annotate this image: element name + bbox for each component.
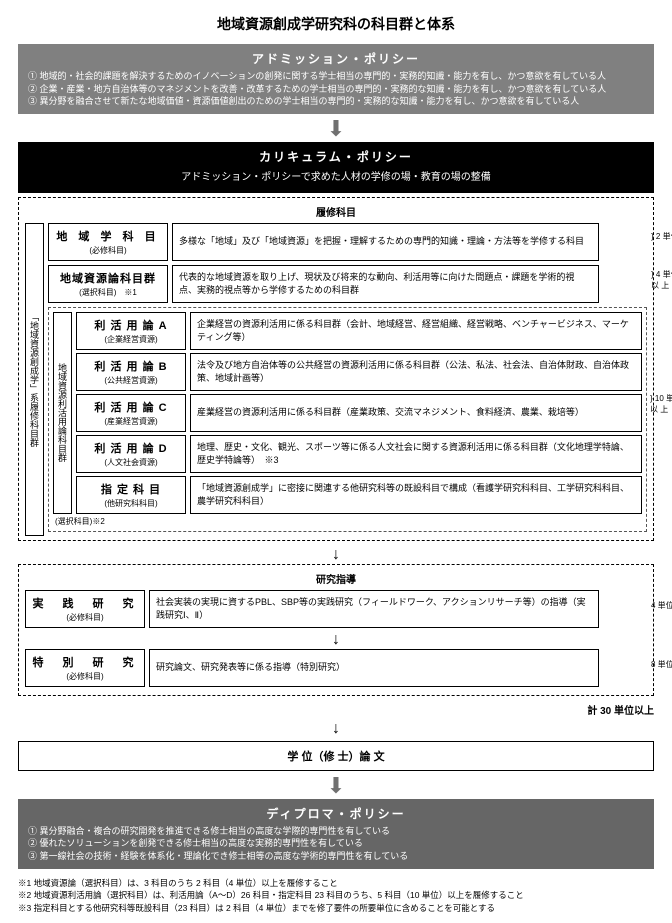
research-row: 特 別 研 究 (必修科目) 研究論文、研究発表等に係る指導（特別研究） 8 単…: [25, 649, 647, 687]
admission-item: ① 地域的・社会的課題を解決するためのイノベーションの創発に関する学士相当の専門…: [28, 70, 644, 83]
util-row: 利 活 用 論 B (公共経営資源) 法令及び地方自治体等の公共経営の資源利活用…: [76, 353, 642, 391]
curriculum-title: カリキュラム・ポリシー: [28, 148, 644, 165]
subject-name-box: 地域資源論科目群 (選択科目) ※1: [48, 265, 168, 303]
credit-label: } 4 単位 以 上: [651, 269, 672, 291]
diploma-title: ディプロマ・ポリシー: [28, 805, 644, 822]
subject-desc: 代表的な地域資源を取り上げ、現状及び将来的な動向、利活用等に向けた問題点・課題を…: [172, 265, 599, 303]
util-desc: 企業経営の資源利活用に係る科目群（会計、地域経営、経営組織、経営戦略、ベンチャー…: [190, 312, 642, 350]
research-desc: 社会実装の実現に資するPBL、SBP等の実践研究（フィールドワーク、アクションリ…: [149, 590, 599, 628]
subject-desc: 多様な「地域」及び「地域資源」を把握・理解するための専門的知識・理論・方法等を学…: [172, 223, 599, 261]
credit-label: 8 単位: [651, 659, 672, 670]
research-note: (必修科目): [32, 612, 138, 623]
subject-row: 地 域 学 科 目 (必修科目) 多様な「地域」及び「地域資源」を把握・理解する…: [48, 223, 647, 261]
subject-name: 地域資源論科目群: [55, 270, 161, 286]
util-name-box: 利 活 用 論 D (人文社会資源): [76, 435, 186, 473]
total-credits: 計 30 単位以上: [18, 702, 654, 717]
credit-label: } 2 単位: [651, 231, 672, 242]
util-row: 指 定 科 目 (他研究科科目) 「地域資源創成学」に密接に関連する他研究科等の…: [76, 476, 642, 514]
designated-name: 指 定 科 目: [83, 481, 179, 497]
research-name: 特 別 研 究: [32, 654, 138, 670]
subject-note: (選択科目) ※1: [55, 287, 161, 298]
footnote: ※1 地域資源論（選択科目）は、3 科目のうち 2 科目（4 単位）以上を履修す…: [18, 877, 654, 890]
coursework-label: 履修科目: [25, 204, 647, 219]
coursework-frame: 履修科目 「地域資源創成学」系履修科目群 地 域 学 科 目 (必修科目) 多様…: [18, 197, 654, 541]
credit-label-inner: } 10 単位 以 上: [650, 393, 672, 415]
research-note: (必修科目): [32, 671, 138, 682]
subject-row: 地域資源論科目群 (選択科目) ※1 代表的な地域資源を取り上げ、現状及び将来的…: [48, 265, 647, 303]
research-name: 実 践 研 究: [32, 595, 138, 611]
util-desc: 産業経営の資源利活用に係る科目群（産業政策、交流マネジメント、食料経済、農業、栽…: [190, 394, 642, 432]
util-note: (人文社会資源): [83, 457, 179, 468]
arrow-down-icon: ↓: [25, 632, 647, 648]
curriculum-policy-box: カリキュラム・ポリシー アドミッション・ポリシーで求めた人材の学修の場・教育の場…: [18, 142, 654, 193]
diploma-item: ① 異分野融合・複合の研究開発を推進できる修士相当の高度な学際的専門性を有してい…: [28, 825, 644, 838]
footnote: ※3 指定科目とする他研究科等既設科目（23 科目）は 2 科目（4 単位）まで…: [18, 902, 654, 915]
arrow-down-icon: ↓: [18, 547, 654, 563]
diploma-policy-box: ディプロマ・ポリシー ① 異分野融合・複合の研究開発を推進できる修士相当の高度な…: [18, 799, 654, 869]
util-name: 利 活 用 論 C: [83, 399, 179, 415]
outer-vertical-label: 「地域資源創成学」系履修科目群: [25, 223, 44, 536]
subject-name: 地 域 学 科 目: [55, 228, 161, 244]
diploma-item: ② 優れたソリューションを創発できる修士相当の高度な実務的専門性を有している: [28, 837, 644, 850]
util-row: 利 活 用 論 A (企業経営資源) 企業経営の資源利活用に係る科目群（会計、地…: [76, 312, 642, 350]
admission-item: ③ 異分野を融合させて新たな地域価値・資源価値創出のための学士相当の専門的・実務…: [28, 95, 644, 108]
util-name: 利 活 用 論 D: [83, 440, 179, 456]
thesis-box: 学 位（修 士）論 文: [18, 741, 654, 771]
research-row: 実 践 研 究 (必修科目) 社会実装の実現に資するPBL、SBP等の実践研究（…: [25, 590, 647, 628]
util-name: 利 活 用 論 A: [83, 317, 179, 333]
util-name-box: 利 活 用 論 A (企業経営資源): [76, 312, 186, 350]
diploma-item: ③ 第一線社会の技術・経験を体系化・理論化でき修士相等の高度な学術的専門性を有し…: [28, 850, 644, 863]
util-desc: 法令及び地方自治体等の公共経営の資源利活用に係る科目群（公法、私法、社会法、自治…: [190, 353, 642, 391]
credit-label: 4 単位: [651, 600, 672, 611]
util-desc: 地理、歴史・文化、観光、スポーツ等に係る人文社会に関する資源利活用に係る科目群（…: [190, 435, 642, 473]
research-label: 研究指導: [25, 571, 647, 586]
arrow-down-icon: ↓: [18, 721, 654, 737]
admission-policy-box: アドミッション・ポリシー ① 地域的・社会的課題を解決するためのイノベーションの…: [18, 44, 654, 114]
footnote: ※2 地域資源利活用論（選択科目）は、利活用論（A〜D）26 科目・指定科目 2…: [18, 889, 654, 902]
util-name: 利 活 用 論 B: [83, 358, 179, 374]
subject-name-box: 地 域 学 科 目 (必修科目): [48, 223, 168, 261]
util-name-box: 利 活 用 論 B (公共経営資源): [76, 353, 186, 391]
util-note: (産業経営資源): [83, 416, 179, 427]
util-name-box: 利 活 用 論 C (産業経営資源): [76, 394, 186, 432]
page-title: 地域資源創成学研究科の科目群と体系: [18, 14, 654, 34]
util-note: (公共経営資源): [83, 375, 179, 386]
util-row: 利 活 用 論 D (人文社会資源) 地理、歴史・文化、観光、スポーツ等に係る人…: [76, 435, 642, 473]
arrow-down-icon: ⬇: [18, 118, 654, 140]
curriculum-sub: アドミッション・ポリシーで求めた人材の学修の場・教育の場の整備: [28, 168, 644, 183]
designated-name-box: 指 定 科 目 (他研究科科目): [76, 476, 186, 514]
utilization-frame: 地域資源利活用論科目群 利 活 用 論 A (企業経営資源) 企業経営の資源利活…: [48, 307, 647, 532]
util-row: 利 活 用 論 C (産業経営資源) 産業経営の資源利活用に係る科目群（産業政策…: [76, 394, 642, 432]
admission-item: ② 企業・産業・地方自治体等のマネジメントを改善・改革するための学士相当の専門的…: [28, 83, 644, 96]
footnotes: ※1 地域資源論（選択科目）は、3 科目のうち 2 科目（4 単位）以上を履修す…: [18, 877, 654, 915]
subject-note: (必修科目): [55, 245, 161, 256]
designated-desc: 「地域資源創成学」に密接に関連する他研究科等の既設科目で構成（看護学研究科科目、…: [190, 476, 642, 514]
diploma-items: ① 異分野融合・複合の研究開発を推進できる修士相当の高度な学際的専門性を有してい…: [28, 825, 644, 863]
research-name-box: 実 践 研 究 (必修科目): [25, 590, 145, 628]
research-desc: 研究論文、研究発表等に係る指導（特別研究）: [149, 649, 599, 687]
research-name-box: 特 別 研 究 (必修科目): [25, 649, 145, 687]
designated-note: (他研究科科目): [83, 498, 179, 509]
research-frame: 研究指導 実 践 研 究 (必修科目) 社会実装の実現に資するPBL、SBP等の…: [18, 564, 654, 696]
util-note: (企業経営資源): [83, 334, 179, 345]
admission-items: ① 地域的・社会的課題を解決するためのイノベーションの創発に関する学士相当の専門…: [28, 70, 644, 108]
arrow-down-icon: ⬇: [18, 775, 654, 797]
util-footnote: (選択科目)※2: [55, 516, 642, 527]
admission-title: アドミッション・ポリシー: [28, 50, 644, 67]
util-vertical-label: 地域資源利活用論科目群: [53, 312, 72, 514]
